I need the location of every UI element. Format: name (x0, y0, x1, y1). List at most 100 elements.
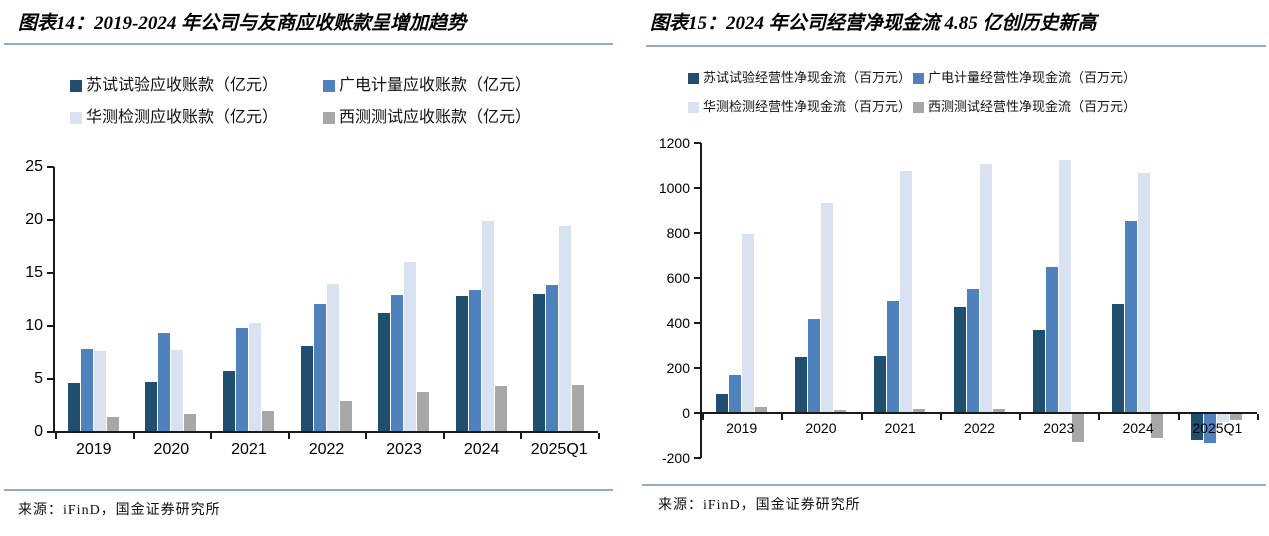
y-axis-tick (47, 378, 54, 380)
bar-2022-series4 (339, 401, 352, 432)
legend-item: 西测测试应收账款（亿元） (323, 108, 583, 128)
x-axis-label: 2025Q1 (1192, 420, 1243, 436)
legend-item: 苏试试验经营性净现金流（百万元） (688, 70, 913, 86)
figure-14-chart: 0 5 10 15 20 25 2019 2020 2021 2022 2023 2024 2025Q1 (0, 150, 620, 480)
x-axis-tick (1019, 414, 1022, 420)
figure-15-source-divider (642, 484, 1266, 486)
y-axis-tick (694, 412, 701, 414)
legend-item: 华测检测经营性净现金流（百万元） (688, 99, 913, 115)
bar-2021-series4 (261, 410, 274, 432)
bar-2020-series1 (145, 382, 158, 432)
bar-2019-series3 (741, 234, 754, 413)
bar-2022-series1 (953, 307, 966, 413)
bar-2020-series2 (158, 333, 171, 432)
figure-14-source-divider (4, 489, 613, 491)
x-axis-tick (781, 414, 784, 420)
bar-2020-series4 (184, 413, 197, 432)
y-axis-tick-label: 15 (25, 264, 43, 281)
y-axis-tick-label: 1000 (658, 180, 690, 196)
bar-2019-series3 (93, 351, 106, 432)
y-axis-tick (47, 325, 54, 327)
x-axis-label: 2019 (75, 441, 112, 458)
figure-15-panel: 图表15：2024 年公司经营净现金流 4.85 亿创历史新高 苏试试验经营性净… (620, 0, 1269, 536)
bar-2025Q1-series2 (1204, 413, 1217, 444)
bar-2020-series2 (807, 318, 820, 413)
y-axis-tick-label: 400 (666, 315, 690, 331)
legend-item: 广电计量经营性净现金流（百万元） (913, 70, 1153, 86)
x-axis-tick (132, 433, 135, 439)
y-axis-tick-label: 0 (682, 405, 690, 421)
bar-2023-series2 (391, 295, 404, 432)
x-axis-tick (287, 433, 290, 439)
legend-swatch (323, 112, 335, 124)
legend-swatch (913, 72, 924, 84)
legend-label: 苏试试验经营性净现金流（百万元） (703, 70, 912, 85)
x-axis-tick (1257, 414, 1259, 420)
legend-label: 西测测试应收账款（亿元） (339, 109, 532, 126)
x-axis-label: 2022 (308, 441, 345, 458)
figure-14-legend: 苏试试验应收账款（亿元） 广电计量应收账款（亿元） 华测检测应收账款（亿元） 西测测试… (70, 76, 583, 128)
x-axis-line (700, 412, 1257, 414)
bar-2025Q1-series1 (533, 294, 546, 432)
bar-2024-series4 (494, 386, 507, 432)
bar-2023-series1 (1032, 329, 1045, 413)
bar-2019-series2 (80, 349, 93, 432)
figure-14-panel: 图表14：2019-2024 年公司与友商应收账款呈增加趋势 苏试试验应收账款（… (0, 0, 620, 536)
bar-2023-series3 (1058, 159, 1071, 413)
y-axis-tick-label: 0 (34, 423, 43, 440)
bar-2023-series3 (404, 262, 417, 432)
y-axis-tick-label: 200 (666, 360, 690, 376)
bar-2020-series1 (794, 356, 807, 413)
x-axis-tick (55, 433, 57, 439)
bar-2020-series3 (820, 202, 833, 413)
bar-2023-series4 (1071, 413, 1084, 443)
bar-2021-series2 (887, 300, 900, 413)
bar-2020-series3 (171, 350, 184, 432)
figure-15-title-divider (646, 45, 1266, 47)
x-axis-tick (442, 433, 445, 439)
bar-2022-series2 (966, 289, 979, 413)
x-axis-tick (210, 433, 213, 439)
y-axis-tick (47, 219, 54, 221)
y-axis-tick-label: 25 (25, 158, 43, 175)
y-axis-tick (694, 232, 701, 234)
figure-15-chart: -200 0 200 400 600 800 1000 1200 2019 2020 2021 202… (635, 135, 1269, 488)
x-axis-label: 2021 (884, 420, 916, 436)
y-axis-tick (694, 367, 701, 369)
y-axis-tick (694, 322, 701, 324)
bar-2021-series4 (913, 408, 926, 413)
x-axis-label: 2023 (1043, 420, 1075, 436)
y-axis-line (700, 143, 702, 458)
y-axis-tick (694, 142, 701, 144)
figure-15-source: 来源：iFinD，国金证券研究所 (658, 498, 861, 513)
bar-2019-series1 (715, 393, 728, 413)
x-axis-label: 2025Q1 (530, 441, 588, 458)
y-axis-tick-label: 10 (25, 317, 43, 334)
legend-swatch (688, 72, 699, 84)
x-axis-label: 2022 (963, 420, 996, 436)
legend-label: 华测检测经营性净现金流（百万元） (703, 99, 912, 114)
y-axis-tick (47, 431, 54, 433)
legend-swatch (323, 80, 335, 92)
y-axis-line (53, 167, 55, 432)
bar-2023-series4 (417, 391, 430, 432)
y-axis-tick-label: 20 (25, 211, 43, 228)
legend-label: 苏试试验应收账款（亿元） (86, 77, 279, 94)
legend-item: 华测检测应收账款（亿元） (70, 108, 323, 128)
bar-2019-series4 (106, 417, 119, 432)
x-axis-label: 2021 (231, 441, 267, 458)
legend-item: 苏试试验应收账款（亿元） (70, 76, 323, 96)
x-axis-label: 2024 (463, 441, 500, 458)
figure-14-source: 来源：iFinD，国金证券研究所 (18, 503, 221, 518)
figure-14-title: 图表14：2019-2024 年公司与友商应收账款呈增加趋势 (18, 13, 467, 34)
legend-swatch (688, 101, 699, 113)
figure-15-title: 图表15：2024 年公司经营净现金流 4.85 亿创历史新高 (650, 13, 1097, 34)
figure-14-title-divider (4, 43, 613, 45)
bar-2022-series4 (992, 408, 1005, 413)
legend-label: 华测检测应收账款（亿元） (86, 109, 279, 126)
x-axis-tick (939, 414, 942, 420)
legend-label: 广电计量应收账款（亿元） (339, 77, 532, 94)
bar-2020-series4 (833, 410, 846, 413)
x-axis-tick (702, 414, 704, 420)
x-axis-line (53, 431, 598, 433)
